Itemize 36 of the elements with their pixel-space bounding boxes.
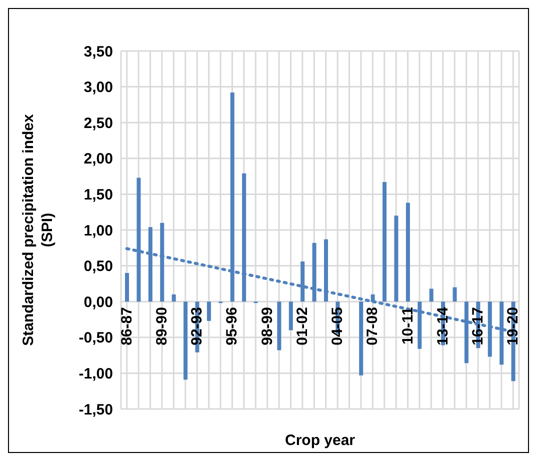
bar	[452, 287, 457, 302]
y-tick-label: 2,00	[84, 150, 113, 168]
bar	[184, 302, 188, 380]
y-tick-label: 3,00	[84, 79, 113, 96]
bar	[125, 272, 129, 302]
x-axis-title: Crop year	[284, 432, 356, 449]
bar	[429, 288, 434, 302]
y-tick-label: 1,00	[84, 222, 113, 240]
y-tick-label: -1,00	[78, 366, 113, 383]
y-axis-title: Standardized precipitation index (SPI)	[20, 113, 56, 346]
x-tick-label: 01-02	[294, 307, 311, 346]
x-tick-label: 95-96	[224, 307, 241, 346]
y-tick-label: 3,50	[84, 43, 113, 60]
x-tick-label: 92-93	[188, 307, 206, 346]
y-tick-label: 0,50	[84, 258, 113, 276]
y-tick-label: 2,50	[84, 114, 113, 132]
bar	[288, 302, 293, 330]
x-tick-label: 89-90	[153, 307, 170, 346]
x-tick-label: 98-99	[258, 307, 276, 346]
y-tick-label: 0,00	[84, 294, 113, 311]
x-tick-label: 04-05	[329, 307, 346, 346]
x-tick-label: 07-08	[364, 307, 382, 346]
bar	[277, 302, 282, 350]
y-tick-label: 1,50	[84, 186, 113, 204]
y-tick-label: -0,50	[78, 330, 113, 347]
x-tick-label: 19-20	[504, 307, 522, 346]
bar	[172, 294, 176, 302]
bar	[394, 216, 398, 302]
x-tick-label: 10-11	[399, 307, 416, 345]
x-tick-label: 13-14	[434, 306, 452, 346]
bar	[406, 202, 410, 302]
bar	[300, 262, 305, 302]
bar	[206, 302, 211, 321]
y-tick-label: -1,50	[78, 401, 113, 418]
x-tick-label: 86-87	[118, 307, 136, 346]
x-tick-label: 16-17	[470, 307, 487, 346]
